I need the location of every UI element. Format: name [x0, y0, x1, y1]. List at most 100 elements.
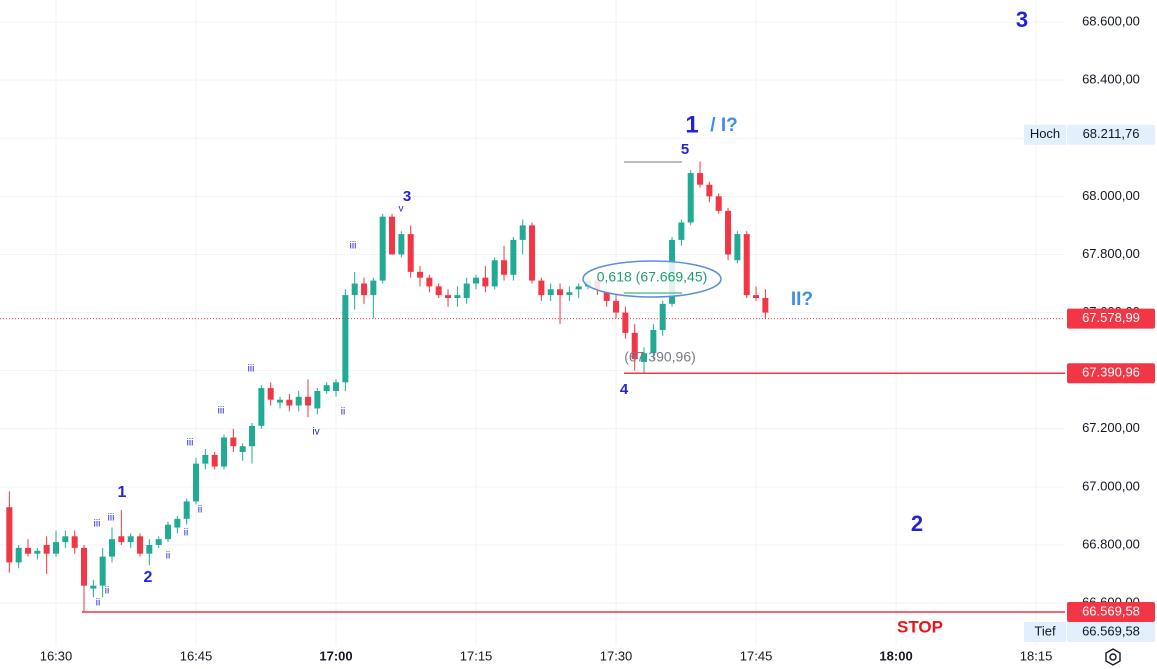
price-tag — [1067, 601, 1155, 622]
annotation: ii — [184, 528, 188, 539]
price-tag-label: 66.569,58 — [1082, 603, 1140, 618]
annotation: 2 — [911, 511, 923, 536]
annotation: 3 — [403, 188, 411, 205]
price-tag-name: Hoch — [1030, 126, 1060, 141]
annotation: 5 — [681, 141, 689, 158]
candle-body — [557, 289, 564, 296]
annotation: 2 — [144, 569, 153, 586]
candle-body — [417, 271, 424, 278]
x-tick-label: 17:45 — [740, 648, 773, 663]
candle-body — [165, 524, 172, 540]
annotation: iii — [350, 241, 357, 252]
annotation: 4 — [620, 381, 629, 398]
price-tag-label: 67.390,96 — [1082, 365, 1140, 380]
x-tick-label: 18:00 — [879, 648, 912, 663]
candle-body — [342, 295, 349, 383]
settings-button[interactable] — [1105, 648, 1121, 666]
price-tag-name-bg — [1024, 621, 1066, 642]
annotation: iii — [187, 438, 194, 449]
candle-body — [249, 425, 256, 447]
annotation: ii — [96, 598, 100, 609]
candle-body — [575, 286, 582, 290]
candle-body — [277, 399, 284, 403]
candle-body — [221, 437, 228, 467]
annotation: iv — [312, 427, 319, 438]
x-tick-label: 17:00 — [319, 648, 352, 663]
candle-body — [146, 544, 153, 554]
candle-body — [566, 292, 573, 296]
candle-body — [323, 385, 330, 391]
y-tick-label: 66.800,00 — [1082, 536, 1140, 551]
candle-body — [90, 585, 97, 589]
x-tick-label: 17:15 — [460, 648, 493, 663]
y-tick-label: 68.000,00 — [1082, 188, 1140, 203]
candle-body — [62, 536, 69, 543]
candle-body — [286, 399, 293, 406]
x-tick-label: 18:15 — [1020, 648, 1053, 663]
annotation: 1 — [685, 111, 698, 138]
y-tick-label: 67.800,00 — [1082, 246, 1140, 261]
annotation: ii — [341, 407, 345, 418]
candle-body — [743, 234, 750, 296]
candle-body — [183, 501, 190, 519]
candle-body — [267, 388, 274, 400]
candle-body — [762, 298, 769, 313]
candle-body — [435, 286, 442, 296]
candle-body — [230, 437, 237, 447]
candle-body — [631, 332, 638, 360]
candle-body — [706, 184, 713, 197]
annotation: 3 — [1016, 7, 1028, 32]
x-tick-label: 17:30 — [600, 648, 633, 663]
candle-body — [473, 277, 480, 284]
candle-body — [211, 454, 218, 467]
candle-body — [538, 280, 545, 296]
annotation: II? — [791, 289, 813, 310]
candle-body — [6, 507, 13, 563]
candle-body — [239, 446, 246, 453]
candle-body — [519, 225, 526, 240]
plot-area — [0, 161, 1065, 613]
price-tag-name-bg — [1024, 124, 1066, 145]
candle-body — [193, 463, 200, 502]
fib-ellipse — [582, 260, 722, 298]
candle-body — [389, 216, 396, 255]
y-tick-label: 68.400,00 — [1082, 72, 1140, 87]
candle-body — [202, 454, 209, 464]
annotation: iii — [108, 513, 115, 524]
candle-body — [118, 536, 125, 543]
annotation: 0,618 (67.669,45) — [597, 269, 708, 285]
candle-body — [445, 295, 452, 299]
candle-body — [258, 388, 265, 426]
candle-body — [650, 329, 657, 354]
candle-body — [81, 547, 88, 586]
candle-body — [379, 216, 386, 281]
annotation: / I? — [710, 115, 737, 136]
annotation: iii — [218, 406, 225, 417]
candle-body — [697, 173, 704, 185]
candle-body — [715, 196, 722, 211]
annotation: ii — [105, 586, 109, 597]
y-tick-label: 67.200,00 — [1082, 420, 1140, 435]
candle-body — [641, 353, 648, 362]
candle-body — [622, 312, 629, 333]
candle-body — [295, 396, 302, 406]
candle-body — [15, 547, 22, 563]
candle-body — [43, 544, 50, 554]
candle-body — [351, 283, 358, 296]
candle-body — [529, 225, 536, 281]
candle-body — [725, 210, 732, 255]
candle-body — [603, 292, 610, 301]
candle-body — [482, 277, 489, 287]
candle-body — [305, 396, 312, 406]
axes: 66.600,0066.800,0067.000,0067.200,0067.4… — [40, 13, 1155, 663]
price-tag-name: Tief — [1034, 623, 1056, 638]
price-tag-label: 67.578,99 — [1082, 310, 1140, 325]
candle-body — [174, 518, 181, 528]
candle-body — [333, 382, 340, 391]
candle-body — [99, 556, 106, 586]
candle-body — [687, 173, 694, 223]
annotation: STOP — [897, 617, 943, 636]
price-tag — [1067, 621, 1155, 642]
annotation: iii — [248, 364, 255, 375]
candle-body — [547, 289, 554, 296]
